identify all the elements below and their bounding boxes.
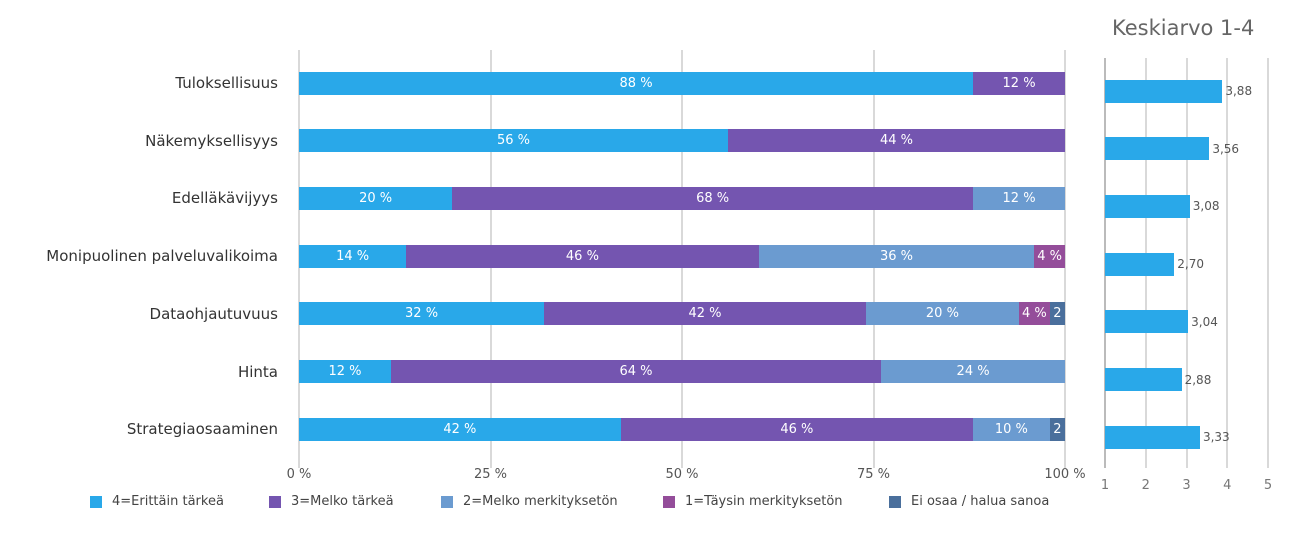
- average-value-label: 3,88: [1225, 84, 1253, 98]
- average-bar: [1105, 137, 1210, 161]
- category-label: Edelläkävijyys: [171, 189, 278, 208]
- category-label: Monipuolinen palveluvalikoima: [46, 247, 278, 266]
- bar-segment: 24 %: [881, 360, 1065, 383]
- bar-segment: 10 %: [973, 417, 1050, 441]
- x-tick-label: 0 %: [286, 467, 312, 482]
- legend-label: 1=Täysin merkityksetön: [685, 494, 843, 509]
- legend-label: Ei osaa / halua sanoa: [911, 494, 1050, 509]
- x-tick-label: 100 %: [1044, 467, 1086, 482]
- bar-segment: 4 %: [1034, 244, 1065, 268]
- bar-segment: 56 %: [299, 129, 728, 153]
- legend-label: 2=Melko merkityksetön: [463, 494, 618, 509]
- bar-segment: 46 %: [406, 244, 759, 268]
- bar-segment: 14 %: [299, 244, 407, 268]
- bar-segment: 12 %: [973, 71, 1065, 95]
- legend-item: Ei osaa / halua sanoa: [889, 494, 1049, 509]
- bar-segment: 12 %: [299, 360, 391, 383]
- legend-item: 1=Täysin merkityksetön: [663, 494, 843, 509]
- bar-segment: 32 %: [299, 302, 545, 326]
- average-value-label: 3,56: [1212, 141, 1240, 156]
- x-tick-label: 2: [1141, 478, 1150, 493]
- right-chart-title: Keskiarvo 1-4: [1112, 16, 1255, 40]
- category-label: Näkemyksellisyys: [145, 131, 278, 150]
- bar-segment: 2: [1049, 417, 1065, 441]
- average-value-label: 3,08: [1192, 199, 1220, 214]
- gridline: [1226, 58, 1229, 468]
- legend-swatch: [889, 495, 901, 508]
- category-label: Tuloksellisuus: [175, 74, 278, 92]
- gridline: [1185, 58, 1188, 468]
- bar-segment: 88 %: [299, 71, 974, 95]
- average-bar: [1105, 252, 1175, 276]
- legend-item: 2=Melko merkityksetön: [441, 494, 618, 509]
- average-value-label: 2,88: [1184, 372, 1212, 387]
- average-value-label: 3,33: [1202, 430, 1230, 445]
- x-tick-label: 75 %: [856, 467, 891, 482]
- legend-swatch: [90, 495, 102, 508]
- bar-segment: 64 %: [390, 360, 882, 383]
- legend-label: 4=Erittäin tärkeä: [112, 494, 224, 509]
- legend-item: 4=Erittäin tärkeä: [90, 494, 224, 509]
- bar-segment: 20 %: [865, 302, 1020, 326]
- bar-segment: 2: [1049, 302, 1065, 326]
- bar-segment: 42 %: [299, 417, 621, 441]
- legend-item: 3=Melko tärkeä: [269, 494, 394, 509]
- x-tick-label: 5: [1263, 478, 1273, 493]
- bar-segment: 4 %: [1019, 302, 1050, 326]
- x-tick-label: 3: [1182, 478, 1191, 493]
- bar-segment: 42 %: [544, 302, 866, 326]
- average-bar: [1105, 368, 1182, 391]
- average-value-label: 3,04: [1191, 314, 1218, 329]
- bar-segment: 46 %: [620, 417, 974, 441]
- x-tick-label: 4: [1223, 478, 1232, 493]
- gridline: [1267, 58, 1269, 468]
- average-bar: [1105, 79, 1223, 103]
- gridline: [1064, 50, 1066, 468]
- bar-segment: 68 %: [452, 186, 974, 210]
- average-bar: [1105, 310, 1189, 334]
- legend-swatch: [441, 495, 453, 508]
- x-tick-label: 25 %: [473, 467, 508, 482]
- average-bar: [1105, 194, 1190, 218]
- bar-segment: 44 %: [727, 129, 1065, 153]
- x-tick-label: 50 %: [665, 467, 699, 482]
- bar-segment: 12 %: [973, 186, 1065, 210]
- legend-label: 3=Melko tärkeä: [291, 494, 394, 509]
- average-value-label: 2,70: [1177, 257, 1204, 272]
- bar-segment: 20 %: [299, 186, 453, 210]
- category-label: Hinta: [237, 362, 278, 381]
- x-tick-label: 1: [1100, 478, 1110, 493]
- bar-segment: 36 %: [758, 244, 1035, 268]
- category-label: Dataohjautuvuus: [149, 304, 278, 323]
- legend-swatch: [663, 495, 675, 508]
- category-label: Strategiaosaaminen: [126, 420, 278, 439]
- legend-swatch: [269, 495, 281, 508]
- average-bar: [1105, 425, 1200, 449]
